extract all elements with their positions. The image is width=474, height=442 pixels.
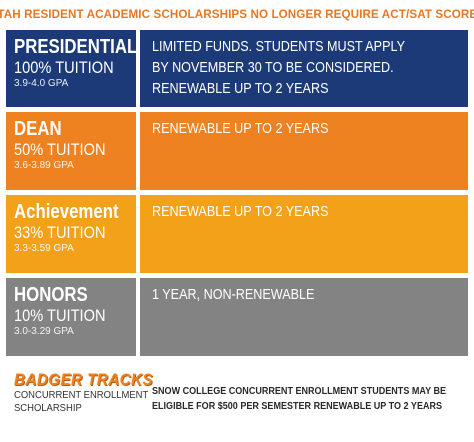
tier-presidential: PRESIDENTIAL 100% TUITION 3.9-4.0 GPA LI… <box>6 30 468 107</box>
tier-tuition: 50% TUITION <box>14 140 106 159</box>
tier-description-line: RENEWABLE UP TO 2 YEARS <box>152 80 329 97</box>
tier-tuition: 33% TUITION <box>14 223 106 242</box>
tier-divider <box>136 195 140 273</box>
tier-gpa: 3.9-4.0 GPA <box>14 78 69 89</box>
tier-achievement-details: RENEWABLE UP TO 2 YEARS <box>140 195 468 273</box>
tier-gpa: 3.6-3.89 GPA <box>14 160 74 171</box>
tier-honors: HONORS 10% TUITION 3.0-3.29 GPA 1 YEAR, … <box>6 278 468 356</box>
tier-divider <box>136 30 140 107</box>
badger-tracks-block: BADGER TRACKS CONCURRENT ENROLLMENT SCHO… <box>14 370 153 414</box>
tier-dean-details: RENEWABLE UP TO 2 YEARS <box>140 112 468 190</box>
tier-description-line: BY NOVEMBER 30 TO BE CONSIDERED. <box>152 59 394 76</box>
tier-gpa: 3.0-3.29 GPA <box>14 326 74 337</box>
tier-name: PRESIDENTIAL <box>14 36 138 58</box>
tier-divider <box>136 112 140 190</box>
tier-description-line: RENEWABLE UP TO 2 YEARS <box>152 120 329 137</box>
tier-dean-summary: DEAN 50% TUITION 3.6-3.89 GPA <box>6 112 136 190</box>
concurrent-enrollment-description: SNOW COLLEGE CONCURRENT ENROLLMENT STUDE… <box>152 384 446 414</box>
tier-achievement: Achievement 33% TUITION 3.3-3.59 GPA REN… <box>6 195 468 273</box>
tier-gpa: 3.3-3.59 GPA <box>14 243 74 254</box>
tier-tuition: 10% TUITION <box>14 306 106 325</box>
tier-name: HONORS <box>14 284 88 306</box>
tier-honors-summary: HONORS 10% TUITION 3.0-3.29 GPA <box>6 278 136 356</box>
tier-achievement-summary: Achievement 33% TUITION 3.3-3.59 GPA <box>6 195 136 273</box>
tier-description-line: 1 YEAR, NON-RENEWABLE <box>152 286 315 303</box>
tier-name: Achievement <box>14 201 119 223</box>
tier-name: DEAN <box>14 118 62 140</box>
tier-presidential-summary: PRESIDENTIAL 100% TUITION 3.9-4.0 GPA <box>6 30 138 107</box>
badger-tracks-logo: BADGER TRACKS <box>14 370 153 389</box>
concurrent-description-line: SNOW COLLEGE CONCURRENT ENROLLMENT STUDE… <box>152 385 446 397</box>
tier-dean: DEAN 50% TUITION 3.6-3.89 GPA RENEWABLE … <box>6 112 468 190</box>
tier-presidential-details: LIMITED FUNDS. STUDENTS MUST APPLY BY NO… <box>140 30 468 107</box>
badger-tracks-caption: SCHOLARSHIP <box>14 401 82 414</box>
tier-description-line: LIMITED FUNDS. STUDENTS MUST APPLY <box>152 38 405 55</box>
tier-tuition: 100% TUITION <box>14 58 114 77</box>
tier-description-line: RENEWABLE UP TO 2 YEARS <box>152 203 329 220</box>
page-headline: UTAH RESIDENT ACADEMIC SCHOLARSHIPS NO L… <box>0 7 474 21</box>
tier-divider <box>136 278 140 356</box>
badger-tracks-caption: CONCURRENT ENROLLMENT <box>14 389 149 401</box>
concurrent-description-line: ELIGIBLE FOR $500 PER SEMESTER RENEWABLE… <box>152 400 443 412</box>
tier-honors-details: 1 YEAR, NON-RENEWABLE <box>140 278 468 356</box>
